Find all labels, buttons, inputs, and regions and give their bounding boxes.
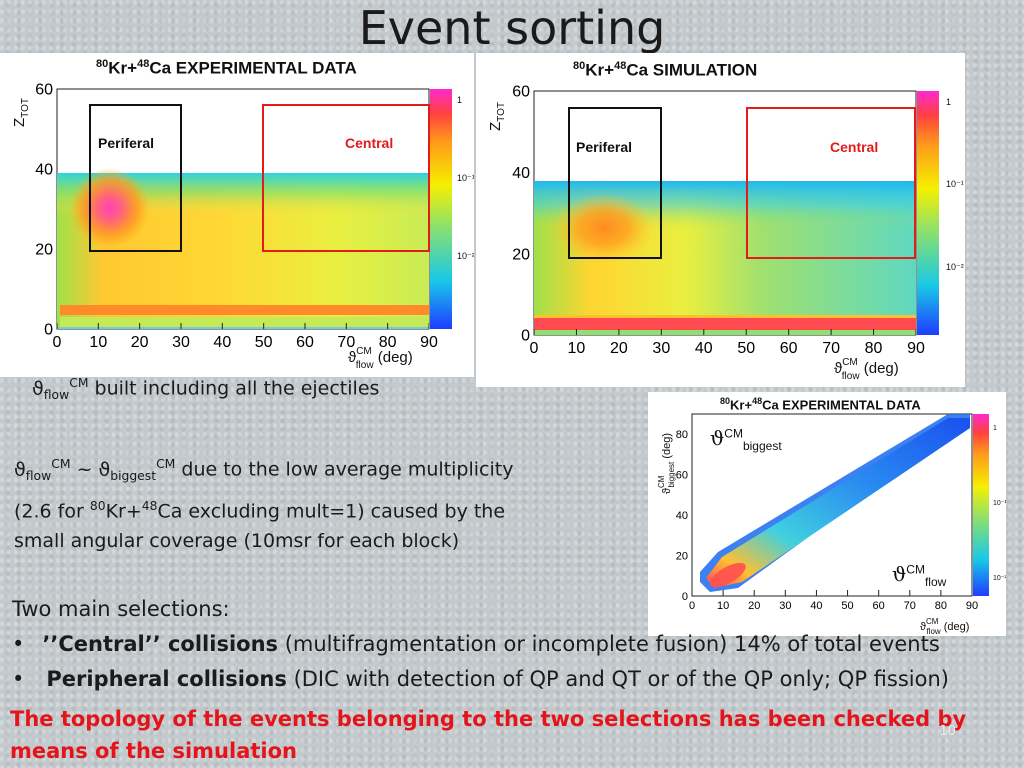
corr-y-tick-4: 80 bbox=[676, 429, 688, 441]
corr-x-tick-0: 0 bbox=[689, 600, 695, 612]
slide-number: 10 bbox=[939, 724, 956, 739]
label-theta-biggest: ϑCMbiggest bbox=[710, 426, 782, 453]
corr-x-tick-7: 70 bbox=[904, 600, 916, 612]
corr-x-tick-5: 50 bbox=[841, 600, 853, 612]
exp-x-tick-0: 0 bbox=[53, 334, 62, 351]
sim-cbar-tick-3: 10⁻² bbox=[946, 262, 964, 272]
sim-y-tick-2: 40 bbox=[512, 165, 530, 182]
bullet-central: • ’’Central’’ collisions (multifragmentat… bbox=[12, 632, 940, 656]
sim-box-label-peripheral: Periferal bbox=[576, 139, 633, 155]
label-theta-flow: ϑCMflow bbox=[892, 562, 947, 589]
slide-title: Event sorting bbox=[358, 1, 666, 55]
corr-cbar-tick-3: 10⁻² bbox=[993, 575, 1006, 582]
sim-x-axis-title: ϑCM flow (deg) bbox=[834, 357, 899, 382]
corr-x-tick-9: 90 bbox=[966, 600, 978, 612]
exp-y-tick-3: 60 bbox=[35, 82, 53, 99]
conclusion-text: The topology of the events belonging to … bbox=[10, 707, 967, 763]
sim-x-tick-7: 70 bbox=[822, 340, 840, 357]
exp-x-tick-1: 10 bbox=[89, 334, 107, 351]
corr-colorbar-tick-labels: 1 10⁻¹ 10⁻² bbox=[993, 425, 1006, 582]
exp-x-tick-7: 70 bbox=[337, 334, 355, 351]
sim-x-tick-3: 30 bbox=[652, 340, 670, 357]
exp-y-tick-1: 20 bbox=[35, 242, 53, 259]
correlation-heatmap: 1 10⁻¹ 10⁻² 0 10 20 30 40 50 60 70 80 90 0 20 40 60 8… bbox=[657, 413, 1006, 636]
corr-y-axis-title: ϑCMbiggest (deg) bbox=[657, 433, 676, 494]
sim-box-label-central: Central bbox=[830, 139, 879, 155]
corr-cbar-tick-2: 10⁻¹ bbox=[993, 500, 1006, 507]
simulation-panel-title: 80Kr+48Ca SIMULATION bbox=[573, 60, 758, 80]
sim-x-tick-5: 50 bbox=[737, 340, 755, 357]
corr-x-tick-2: 20 bbox=[748, 600, 760, 612]
simulation-heatmap: 1 10⁻¹ 10⁻² 0 10 20 30 40 50 60 70 80 90 0204060 … bbox=[487, 84, 964, 382]
exp-x-axis-title: ϑCM flow (deg) bbox=[348, 346, 413, 371]
corr-x-tick-6: 60 bbox=[873, 600, 885, 612]
corr-x-tick-labels: 0 10 20 30 40 50 60 70 80 90 bbox=[689, 590, 978, 612]
corr-y-tick-labels: 0 20 40 60 80 bbox=[676, 429, 688, 603]
exp-x-tick-6: 60 bbox=[296, 334, 314, 351]
exp-x-tick-2: 20 bbox=[131, 334, 149, 351]
experimental-panel-title: 80Kr+48Ca EXPERIMENTAL DATA bbox=[96, 58, 357, 78]
sim-x-tick-0: 0 bbox=[530, 340, 539, 357]
sim-cbar-tick-1: 1 bbox=[946, 97, 951, 107]
exp-cbar-tick-1: 1 bbox=[457, 95, 462, 105]
corr-x-tick-1: 10 bbox=[717, 600, 729, 612]
bullet-dot-1: • bbox=[12, 632, 25, 656]
sim-x-tick-9: 90 bbox=[907, 340, 925, 357]
sim-cbar-tick-2: 10⁻¹ bbox=[946, 179, 964, 189]
exp-x-tick-5: 50 bbox=[255, 334, 273, 351]
simulation-panel: 80Kr+48Ca SIMULATION bbox=[476, 53, 965, 387]
approx-line-1: ϑflowCM ~ ϑbiggestCM due to the low aver… bbox=[14, 457, 514, 484]
flow-caption: ϑflowCM built including all the ejectile… bbox=[32, 376, 380, 403]
exp-box-label-central: Central bbox=[345, 135, 394, 151]
sim-y-tick-labels: 0 20 40 60 bbox=[512, 84, 530, 345]
selections-heading: Two main selections: bbox=[12, 597, 230, 621]
corr-x-tick-8: 80 bbox=[935, 600, 947, 612]
experimental-heatmap: 1 10⁻¹ 10⁻² 0 10 20 30 40 50 60 70 80 90 0204060 … bbox=[11, 82, 474, 371]
bullet-dot-2: • bbox=[12, 667, 25, 691]
corr-x-axis-title: ϑCM flow (deg) bbox=[920, 617, 969, 636]
exp-cbar-tick-2: 10⁻¹ bbox=[457, 173, 474, 183]
corr-cbar-tick-1: 1 bbox=[993, 425, 997, 432]
correlation-panel-title: 80Kr+48Ca EXPERIMENTAL DATA bbox=[720, 396, 921, 413]
exp-y-tick-0: 0 bbox=[44, 322, 53, 339]
exp-colorbar-tick-labels: 1 10⁻¹ 10⁻² bbox=[457, 95, 474, 261]
exp-x-tick-8: 80 bbox=[379, 334, 397, 351]
sim-y-tick-0: 0 bbox=[521, 328, 530, 345]
corr-y-tick-3: 60 bbox=[676, 470, 688, 482]
sim-x-tick-4: 40 bbox=[695, 340, 713, 357]
exp-y-tick-labels: 0 20 40 60 bbox=[35, 82, 53, 339]
exp-x-tick-3: 30 bbox=[172, 334, 190, 351]
corr-x-tick-4: 40 bbox=[810, 600, 822, 612]
sim-x-tick-6: 60 bbox=[780, 340, 798, 357]
exp-x-tick-9: 90 bbox=[420, 334, 438, 351]
experimental-data-panel: 80Kr+48Ca EXPERIMENTAL DATA bbox=[0, 53, 474, 377]
bullet-peripheral: • Peripheral collisions (DIC with detecti… bbox=[12, 667, 949, 691]
approximation-caption: ϑflowCM ~ ϑbiggestCM due to the low aver… bbox=[14, 449, 634, 556]
corr-y-tick-1: 20 bbox=[676, 550, 688, 562]
exp-x-tick-labels: 0 10 20 30 40 50 60 70 80 90 bbox=[53, 323, 438, 351]
exp-y-tick-2: 40 bbox=[35, 162, 53, 179]
approx-line-2: (2.6 for 80Kr+48Ca excluding mult=1) cau… bbox=[14, 499, 506, 523]
sim-y-tick-3: 60 bbox=[512, 84, 530, 101]
exp-x-tick-4: 40 bbox=[213, 334, 231, 351]
exp-box-label-peripheral: Periferal bbox=[98, 135, 155, 151]
sim-x-tick-8: 80 bbox=[865, 340, 883, 357]
sim-y-tick-1: 20 bbox=[512, 246, 530, 263]
approx-line-3: small angular coverage (10msr for each b… bbox=[14, 530, 460, 553]
sim-x-tick-1: 10 bbox=[568, 340, 586, 357]
corr-y-tick-2: 40 bbox=[676, 510, 688, 522]
corr-x-tick-3: 30 bbox=[779, 600, 791, 612]
exp-cbar-tick-3: 10⁻² bbox=[457, 251, 474, 261]
exp-y-axis-title: ZTOT bbox=[11, 98, 31, 127]
sim-x-tick-labels: 0 10 20 30 40 50 60 70 80 90 bbox=[530, 329, 925, 357]
correlation-panel: 80Kr+48Ca EXPERIMENTAL DATA bbox=[648, 392, 1006, 636]
sim-colorbar-tick-labels: 1 10⁻¹ 10⁻² bbox=[946, 97, 964, 272]
sim-y-axis-title: ZTOT bbox=[487, 102, 507, 131]
sim-x-tick-2: 20 bbox=[610, 340, 628, 357]
corr-y-tick-0: 0 bbox=[682, 591, 688, 603]
